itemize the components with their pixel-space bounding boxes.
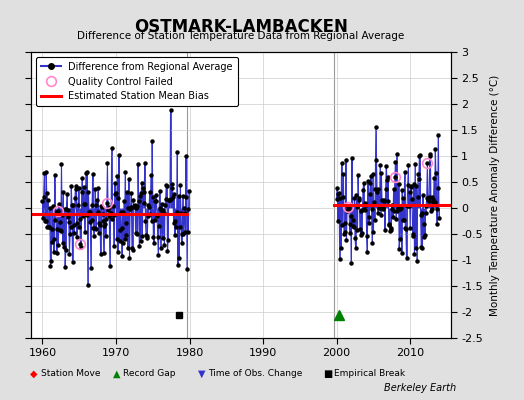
Text: Record Gap: Record Gap [123,370,176,378]
Text: ▲: ▲ [113,369,120,379]
Y-axis label: Monthly Temperature Anomaly Difference (°C): Monthly Temperature Anomaly Difference (… [490,74,500,316]
Text: Berkeley Earth: Berkeley Earth [384,383,456,393]
Text: ◆: ◆ [30,369,38,379]
Text: OSTMARK-LAMBACKEN: OSTMARK-LAMBACKEN [134,18,348,36]
Text: Station Move: Station Move [41,370,101,378]
Text: Empirical Break: Empirical Break [334,370,406,378]
Text: Difference of Station Temperature Data from Regional Average: Difference of Station Temperature Data f… [78,31,405,41]
Text: ▼: ▼ [198,369,205,379]
Text: Time of Obs. Change: Time of Obs. Change [209,370,303,378]
Legend: Difference from Regional Average, Quality Control Failed, Estimated Station Mean: Difference from Regional Average, Qualit… [36,57,238,106]
Text: ■: ■ [323,369,332,379]
